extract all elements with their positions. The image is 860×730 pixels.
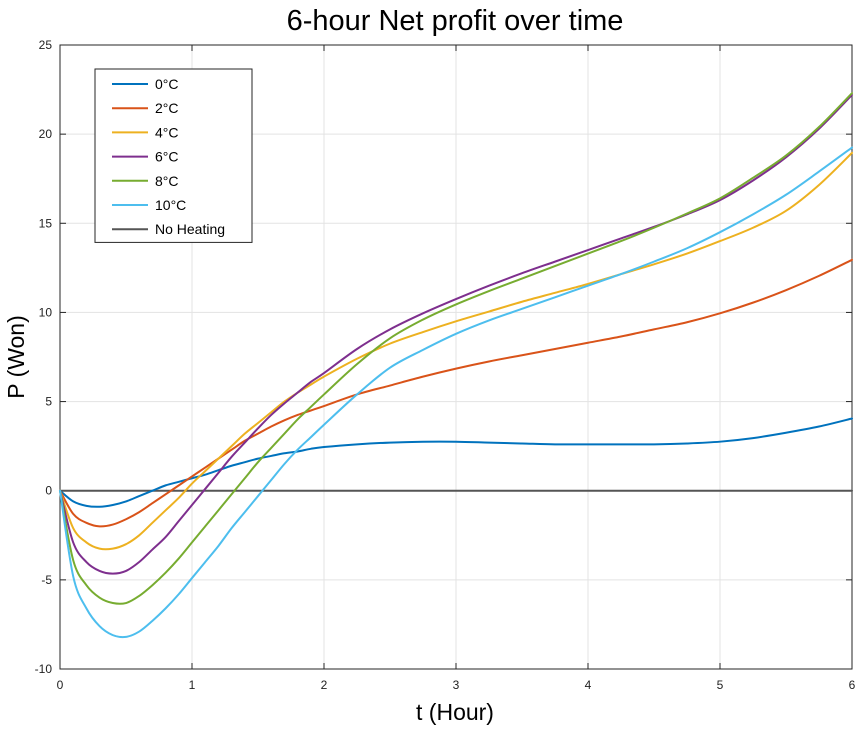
legend-label-2: 4°C (155, 124, 179, 140)
y-tick-label: 0 (45, 484, 52, 498)
legend-label-4: 8°C (155, 173, 179, 189)
axis-ticks: 0 1 2 3 4 5 6 -10 -5 0 5 10 15 20 25 (35, 38, 856, 692)
x-tick-label: 6 (849, 678, 856, 692)
x-axis-label: t (Hour) (416, 699, 494, 725)
y-tick-label: 10 (39, 305, 53, 319)
x-tick-label: 2 (321, 678, 328, 692)
legend-label-3: 6°C (155, 149, 179, 165)
legend-label-5: 10°C (155, 197, 186, 213)
series-line-5 (59, 146, 853, 639)
x-tick-label: 5 (717, 678, 724, 692)
y-tick-label: 25 (39, 38, 53, 52)
y-tick-label: 15 (39, 216, 53, 230)
y-axis-label: P (Won) (3, 315, 29, 399)
legend-label-6: No Heating (155, 221, 225, 237)
series-line-1 (59, 258, 853, 528)
x-tick-label: 4 (585, 678, 592, 692)
legend-label-0: 0°C (155, 76, 179, 92)
y-tick-label: 5 (45, 395, 52, 409)
series-line-4 (59, 92, 853, 605)
chart-title: 6-hour Net profit over time (287, 5, 624, 37)
legend: 0°C 2°C 4°C 6°C 8°C 10°C No Heating (94, 68, 253, 243)
series-line-0 (59, 417, 853, 508)
x-tick-label: 0 (57, 678, 64, 692)
y-tick-label: 20 (39, 127, 53, 141)
x-tick-label: 3 (453, 678, 460, 692)
legend-label-1: 2°C (155, 100, 179, 116)
x-tick-label: 1 (189, 678, 196, 692)
y-tick-label: -5 (41, 573, 52, 587)
y-tick-label: -10 (35, 662, 53, 676)
series-lines (59, 92, 853, 639)
